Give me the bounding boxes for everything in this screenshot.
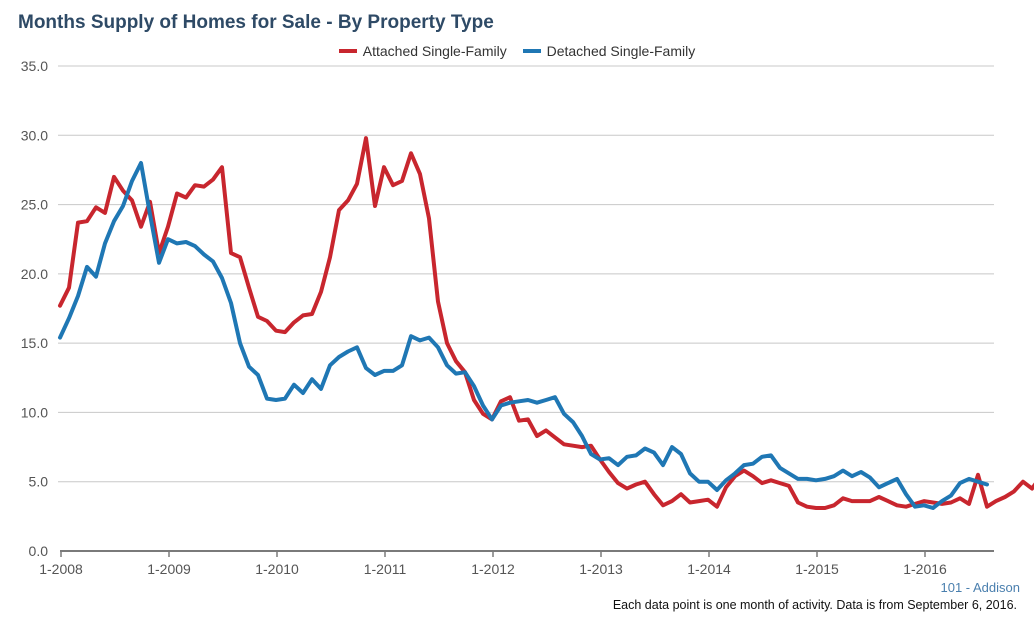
x-tick-label: 1-2008 (39, 561, 83, 577)
series-line-attached (58, 136, 1034, 510)
x-tick-label: 1-2011 (364, 561, 407, 577)
legend-item-detached[interactable]: Detached Single-Family (522, 43, 696, 59)
grid-layer (58, 65, 994, 483)
legend-label-attached: Attached Single-Family (362, 43, 507, 59)
series-line-detached (58, 161, 989, 510)
series-layer (58, 136, 1034, 510)
x-tick-label: 1-2010 (255, 561, 299, 577)
axis-layer: 0.0 5.0 10.0 15.0 20.0 25.0 30.0 35.0 1-2008 1-20… (21, 58, 994, 577)
y-tick-label: 35.0 (21, 58, 48, 74)
y-tick-label: 10.0 (21, 404, 48, 420)
y-tick-label: 20.0 (21, 266, 48, 282)
x-tick-label: 1-2016 (903, 561, 947, 577)
x-tick-label: 1-2009 (147, 561, 191, 577)
y-tick-label: 15.0 (21, 335, 48, 351)
y-tick-label: 5.0 (29, 474, 49, 490)
legend-label-detached: Detached Single-Family (546, 43, 696, 59)
legend-swatch-attached (338, 49, 357, 53)
x-tick-label: 1-2012 (471, 561, 515, 577)
footnote: Each data point is one month of activity… (612, 598, 1017, 612)
legend: Attached Single-Family Detached Single-F… (0, 40, 1034, 59)
legend-item-attached[interactable]: Attached Single-Family (338, 43, 507, 59)
legend-swatch-detached (522, 49, 541, 53)
region-label: 101 - Addison (940, 580, 1020, 595)
x-tick-label: 1-2014 (687, 561, 731, 577)
y-tick-label: 0.0 (29, 543, 49, 559)
y-tick-label: 30.0 (21, 127, 48, 143)
x-tick-label: 1-2013 (579, 561, 623, 577)
y-tick-label: 25.0 (21, 197, 48, 213)
chart-title: Months Supply of Homes for Sale - By Pro… (18, 12, 494, 33)
x-tick-label: 1-2015 (795, 561, 839, 577)
